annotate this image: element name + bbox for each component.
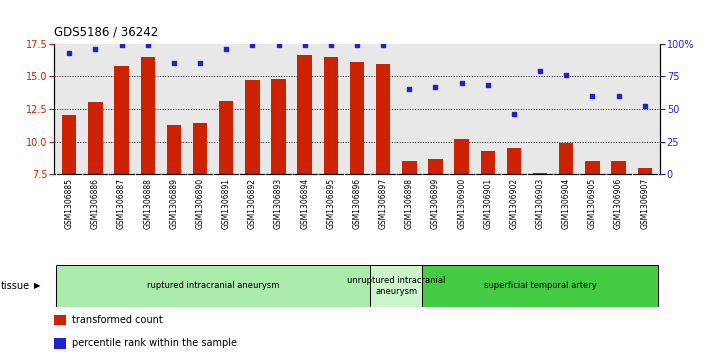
Bar: [402, 161, 416, 174]
Point: [169, 60, 180, 66]
Bar: [141, 57, 155, 174]
Point: [116, 42, 127, 48]
Point: [482, 82, 493, 88]
Text: GSM1306904: GSM1306904: [562, 178, 570, 229]
Point: [64, 50, 75, 56]
Point: [534, 68, 545, 74]
Point: [299, 42, 311, 48]
Text: percentile rank within the sample: percentile rank within the sample: [71, 338, 237, 348]
Bar: [193, 123, 207, 174]
Text: GSM1306891: GSM1306891: [222, 178, 231, 229]
Bar: [559, 143, 573, 174]
Bar: [114, 66, 129, 174]
Text: ruptured intracranial aneurysm: ruptured intracranial aneurysm: [147, 281, 279, 290]
Text: unruptured intracranial
aneurysm: unruptured intracranial aneurysm: [347, 276, 446, 295]
Bar: [323, 57, 338, 174]
Bar: [376, 65, 391, 174]
Text: GSM1306885: GSM1306885: [65, 178, 74, 229]
Point: [587, 93, 598, 99]
Bar: [638, 168, 652, 174]
Text: GSM1306903: GSM1306903: [536, 178, 545, 229]
Point: [90, 46, 101, 52]
Text: transformed count: transformed count: [71, 315, 163, 325]
Point: [194, 60, 206, 66]
Text: GSM1306905: GSM1306905: [588, 178, 597, 229]
Text: GSM1306893: GSM1306893: [274, 178, 283, 229]
Point: [273, 42, 284, 48]
Point: [221, 46, 232, 52]
Point: [508, 111, 520, 117]
Text: GSM1306906: GSM1306906: [614, 178, 623, 229]
Text: GSM1306901: GSM1306901: [483, 178, 492, 229]
Bar: [585, 161, 600, 174]
Text: GSM1306886: GSM1306886: [91, 178, 100, 229]
Bar: [219, 101, 233, 174]
Point: [403, 86, 415, 92]
Bar: [370, 265, 423, 307]
Bar: [481, 151, 495, 174]
Text: GSM1306899: GSM1306899: [431, 178, 440, 229]
Text: GSM1306896: GSM1306896: [353, 178, 361, 229]
Text: tissue: tissue: [1, 281, 30, 291]
Text: GSM1306889: GSM1306889: [169, 178, 178, 229]
Bar: [533, 173, 548, 174]
Point: [456, 80, 468, 86]
Bar: [271, 79, 286, 174]
Text: ▶: ▶: [34, 281, 41, 290]
Text: GSM1306892: GSM1306892: [248, 178, 257, 229]
Bar: [611, 161, 625, 174]
Point: [142, 42, 154, 48]
Point: [430, 84, 441, 90]
Bar: [54, 338, 66, 348]
Bar: [350, 62, 364, 174]
Bar: [454, 139, 469, 174]
Bar: [54, 315, 66, 325]
Point: [325, 42, 336, 48]
Text: GSM1306900: GSM1306900: [457, 178, 466, 229]
Text: GSM1306888: GSM1306888: [144, 178, 152, 229]
Text: GSM1306887: GSM1306887: [117, 178, 126, 229]
Point: [351, 42, 363, 48]
Bar: [428, 159, 443, 174]
Text: GSM1306895: GSM1306895: [326, 178, 336, 229]
Bar: [298, 55, 312, 174]
Point: [613, 93, 624, 99]
Text: superficial temporal artery: superficial temporal artery: [484, 281, 596, 290]
Text: GSM1306890: GSM1306890: [196, 178, 204, 229]
Text: GDS5186 / 36242: GDS5186 / 36242: [54, 25, 158, 38]
Text: GSM1306907: GSM1306907: [640, 178, 649, 229]
Point: [378, 42, 389, 48]
Bar: [507, 148, 521, 174]
Text: GSM1306894: GSM1306894: [300, 178, 309, 229]
Point: [246, 42, 258, 48]
Point: [639, 103, 650, 109]
Text: GSM1306897: GSM1306897: [378, 178, 388, 229]
Text: GSM1306902: GSM1306902: [510, 178, 518, 229]
Text: GSM1306898: GSM1306898: [405, 178, 414, 229]
Bar: [89, 102, 103, 174]
Bar: [245, 80, 260, 174]
Bar: [56, 265, 370, 307]
Bar: [423, 265, 658, 307]
Bar: [166, 125, 181, 174]
Bar: [62, 115, 76, 174]
Point: [560, 72, 572, 78]
